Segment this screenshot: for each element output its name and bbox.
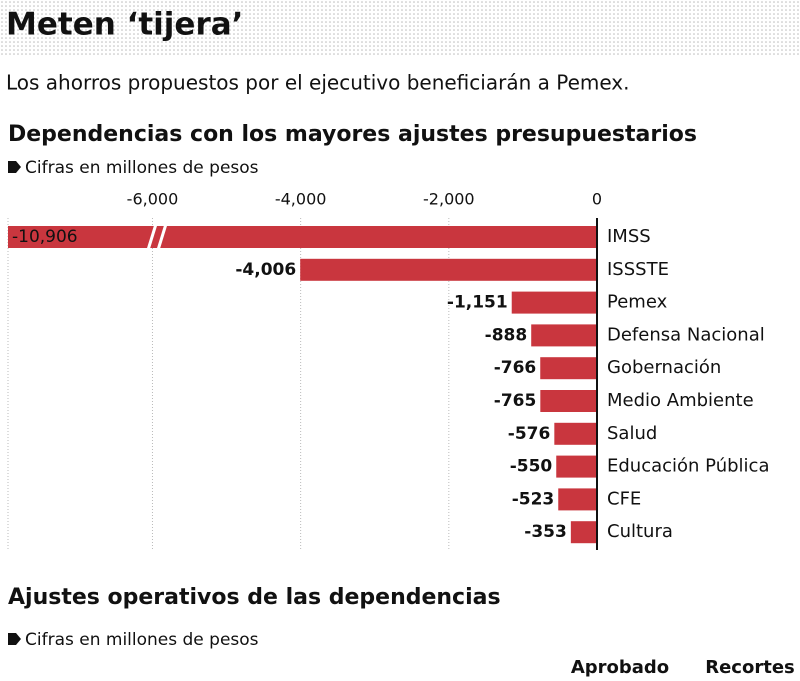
x-tick-label: -6,000 bbox=[127, 190, 179, 209]
bars bbox=[8, 226, 597, 544]
value-label: -10,906 bbox=[12, 227, 78, 247]
subtitle: Los ahorros propuestos por el ejecutivo … bbox=[6, 71, 630, 95]
value-label: -576 bbox=[508, 424, 551, 444]
title-pattern bbox=[0, 0, 800, 55]
bar bbox=[540, 390, 597, 412]
bar bbox=[570, 521, 597, 544]
value-label: -4,006 bbox=[235, 260, 296, 280]
x-tick-label: 0 bbox=[592, 190, 602, 209]
column-header: Aprobado bbox=[571, 657, 669, 678]
value-label: -765 bbox=[494, 391, 537, 411]
category-label: IMSS bbox=[607, 226, 651, 247]
bar bbox=[300, 258, 597, 281]
section-note: Cifras en millones de pesos bbox=[25, 630, 259, 650]
category-label: CFE bbox=[607, 488, 641, 509]
value-label: -1,151 bbox=[447, 293, 508, 313]
bar bbox=[8, 226, 597, 248]
axis-break bbox=[146, 223, 158, 251]
category-label: Defensa Nacional bbox=[607, 324, 765, 345]
note-marker bbox=[8, 633, 21, 645]
x-tick-label: -4,000 bbox=[275, 190, 327, 209]
bar bbox=[540, 357, 597, 380]
category-label: Pemex bbox=[607, 292, 668, 313]
chart-note: Cifras en millones de pesos bbox=[25, 158, 259, 178]
x-tick-label: -2,000 bbox=[423, 190, 475, 209]
category-label: Gobernación bbox=[607, 357, 721, 378]
column-header: Recortes bbox=[705, 657, 795, 678]
category-label: Cultura bbox=[607, 521, 673, 542]
category-label: Educación Pública bbox=[607, 456, 769, 477]
value-label: -766 bbox=[494, 358, 537, 378]
bar bbox=[558, 488, 597, 511]
axis-break bbox=[156, 223, 168, 251]
value-label: -353 bbox=[524, 522, 567, 542]
value-label: -523 bbox=[512, 489, 555, 509]
value-label: -888 bbox=[485, 325, 528, 345]
section-title: Ajustes operativos de las dependencias bbox=[8, 585, 501, 610]
chart-title: Dependencias con los mayores ajustes pre… bbox=[8, 122, 697, 147]
value-label: -550 bbox=[510, 457, 553, 477]
bar bbox=[511, 291, 597, 314]
bar bbox=[554, 422, 597, 445]
category-label: Medio Ambiente bbox=[607, 390, 754, 411]
title: Meten ‘tijera’ bbox=[6, 7, 243, 43]
category-label: ISSSTE bbox=[607, 259, 669, 280]
category-label: Salud bbox=[607, 423, 657, 444]
note-marker bbox=[8, 161, 21, 173]
bar bbox=[556, 455, 597, 478]
bar bbox=[531, 324, 597, 347]
